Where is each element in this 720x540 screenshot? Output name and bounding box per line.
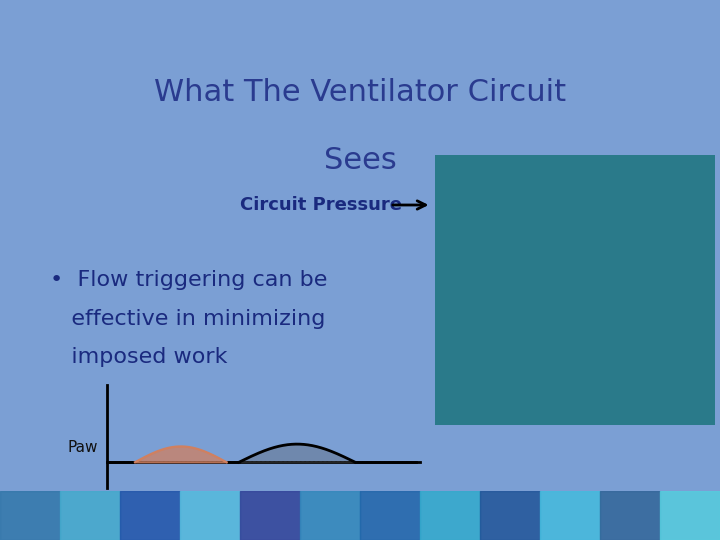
Text: effective in minimizing: effective in minimizing — [50, 308, 325, 328]
Bar — [180, 491, 240, 540]
Bar — [240, 491, 300, 540]
Bar — [540, 491, 600, 540]
Bar — [435, 155, 715, 425]
Bar — [0, 491, 60, 540]
Bar — [120, 491, 180, 540]
Text: Circuit Pressure: Circuit Pressure — [240, 196, 402, 214]
Bar — [600, 491, 660, 540]
Text: Sees: Sees — [323, 146, 397, 175]
Bar — [60, 491, 120, 540]
Bar — [360, 491, 420, 540]
Bar — [660, 491, 720, 540]
Bar — [480, 491, 540, 540]
Bar — [420, 491, 480, 540]
Text: imposed work: imposed work — [50, 347, 228, 367]
Text: Paw: Paw — [67, 441, 98, 455]
Text: What The Ventilator Circuit: What The Ventilator Circuit — [154, 78, 566, 107]
Bar — [300, 491, 360, 540]
Text: •  Flow triggering can be: • Flow triggering can be — [50, 270, 328, 290]
